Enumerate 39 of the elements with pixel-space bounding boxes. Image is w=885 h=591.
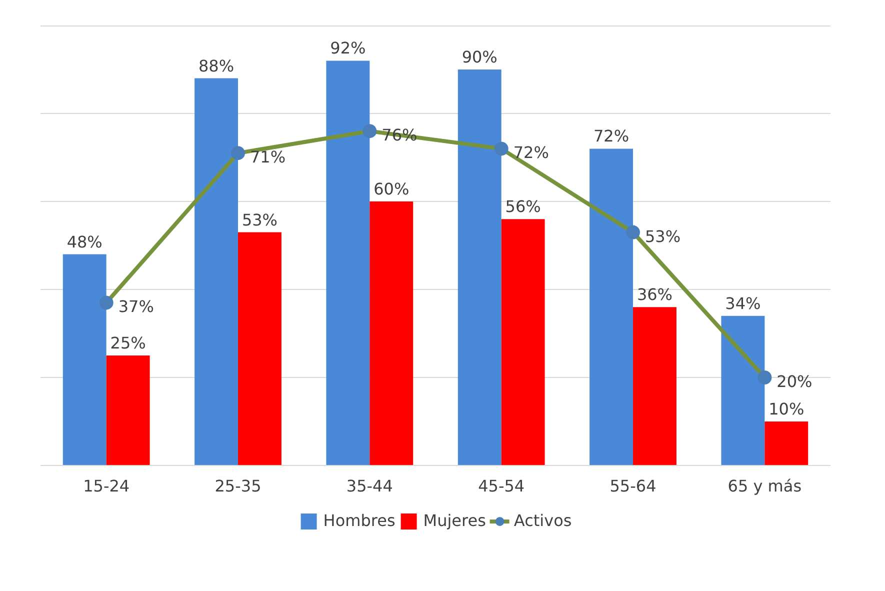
data-label: 92% [330,38,366,58]
data-label: 60% [374,180,410,198]
x-tick-label: 25-35 [214,476,262,496]
bar [238,232,282,466]
x-tick-label: 35-44 [346,476,393,496]
data-label: 53% [645,226,681,246]
data-label: 53% [242,210,278,230]
legend-label: Mujeres [423,511,486,530]
data-label: 88% [198,56,234,76]
bar [764,422,808,466]
data-label: 10% [768,400,804,418]
bar [370,202,414,466]
data-label: 25% [110,334,146,352]
data-label: 48% [66,232,102,252]
bar [721,316,765,466]
bar [501,219,545,466]
data-label: 90% [462,48,498,66]
data-label: 37% [118,297,154,316]
legend-label: Activos [514,511,572,530]
bar [590,148,633,466]
data-label: 72% [513,143,549,162]
bar [62,254,106,466]
x-tick-label: 45-54 [478,476,525,496]
bar [194,78,238,466]
data-label: 56% [505,197,541,216]
bar [633,307,676,466]
data-label: 76% [382,126,418,145]
x-tick-label: 65 y más [728,476,802,496]
x-tick-label: 55-64 [610,476,656,496]
data-label: 72% [593,126,630,146]
bar [326,60,370,466]
data-label: 34% [725,294,761,313]
data-label: 36% [636,285,673,304]
bar [458,70,502,466]
data-label: 71% [250,148,286,167]
legend-label: Hombres [323,511,396,530]
x-tick-label: 15-24 [83,476,130,496]
data-label: 20% [776,372,812,391]
bar [106,356,150,466]
